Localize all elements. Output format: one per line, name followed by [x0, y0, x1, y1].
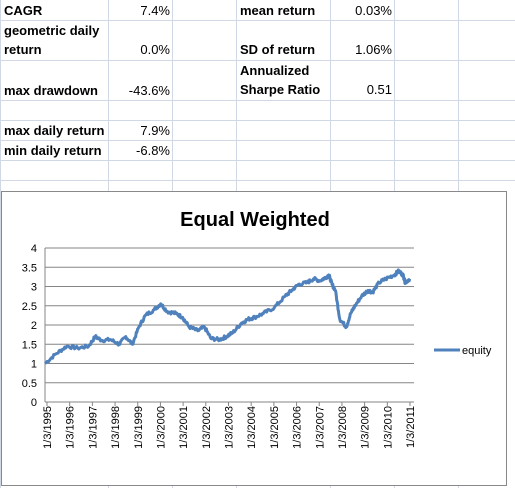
max-daily-return-label[interactable]: max daily return — [4, 123, 105, 138]
x-tick-label: 1/3/1999 — [133, 406, 145, 449]
y-tick-label: 2 — [31, 320, 37, 332]
y-tick-label: 0.5 — [22, 378, 37, 390]
x-tick-label: 1/3/2011 — [405, 406, 417, 448]
y-tick-label: 4 — [31, 243, 37, 255]
x-tick-label: 1/3/1998 — [110, 406, 122, 449]
x-tick-label: 1/3/2007 — [314, 406, 326, 449]
geometric-return-label-line1[interactable]: geometric daily — [4, 23, 100, 38]
series-line-equity — [44, 268, 412, 365]
geometric-return-value[interactable]: 0.0% — [140, 42, 170, 57]
x-tick-label: 1/3/2001 — [178, 406, 190, 449]
x-tick-label: 1/3/2008 — [337, 406, 349, 449]
y-tick-label: 2.5 — [22, 301, 37, 313]
geometric-return-label-line2[interactable]: return — [4, 42, 42, 57]
x-tick-label: 1/3/2004 — [246, 406, 258, 449]
y-tick-label: 3 — [31, 282, 37, 294]
chart-title: Equal Weighted — [180, 209, 330, 231]
x-tick-label: 1/3/1997 — [87, 406, 99, 449]
mean-return-value[interactable]: 0.03% — [355, 3, 392, 18]
x-tick-label: 1/3/2002 — [201, 406, 213, 449]
sharpe-label-line2[interactable]: Sharpe Ratio — [240, 82, 321, 97]
grid-row-line — [0, 140, 515, 141]
grid-row-line — [0, 20, 515, 21]
equity-chart[interactable]: Equal Weighted 0 0.5 1 1.5 2 2.5 3 3.5 4 1/3/1995 1… — [1, 191, 507, 486]
grid-col-line — [0, 0, 1, 488]
sharpe-label-line1[interactable]: Annualized — [240, 63, 310, 78]
grid-row-line — [0, 120, 515, 121]
cagr-value[interactable]: 7.4% — [140, 3, 170, 18]
y-tick-label: 1.5 — [22, 339, 37, 351]
grid-row-line — [0, 180, 515, 181]
sd-return-value[interactable]: 1.06% — [355, 42, 392, 57]
x-tick-label: 1/3/2005 — [269, 406, 281, 449]
grid-row-line — [0, 160, 515, 161]
min-daily-return-label[interactable]: min daily return — [4, 143, 102, 158]
x-tick-label: 1/3/2003 — [224, 406, 236, 449]
max-daily-return-value[interactable]: 7.9% — [140, 123, 170, 138]
y-tick-label: 3.5 — [22, 262, 37, 274]
max-drawdown-label[interactable]: max drawdown — [4, 83, 98, 98]
sd-return-label[interactable]: SD of return — [240, 42, 316, 57]
x-tick-label: 1/3/1995 — [42, 406, 54, 449]
max-drawdown-value[interactable]: -43.6% — [128, 83, 170, 98]
min-daily-return-value[interactable]: -6.8% — [136, 143, 170, 158]
mean-return-label[interactable]: mean return — [240, 3, 316, 18]
y-tick-label: 1 — [31, 359, 37, 371]
grid-row-line — [0, 60, 515, 61]
chart-canvas: Equal Weighted 0 0.5 1 1.5 2 2.5 3 3.5 4 1/3/1995 1… — [22, 209, 492, 449]
cagr-label[interactable]: CAGR — [4, 3, 43, 18]
x-tick-label: 1/3/1996 — [65, 406, 77, 449]
x-tick-label: 1/3/2006 — [292, 406, 304, 449]
legend-label: equity — [462, 345, 492, 357]
sharpe-value[interactable]: 0.51 — [366, 82, 392, 97]
x-tick-label: 1/3/2009 — [360, 406, 372, 449]
grid-row-line — [0, 100, 515, 101]
y-tick-label: 0 — [31, 397, 37, 409]
x-tick-label: 1/3/2000 — [155, 406, 167, 449]
x-tick-label: 1/3/2010 — [382, 406, 394, 449]
